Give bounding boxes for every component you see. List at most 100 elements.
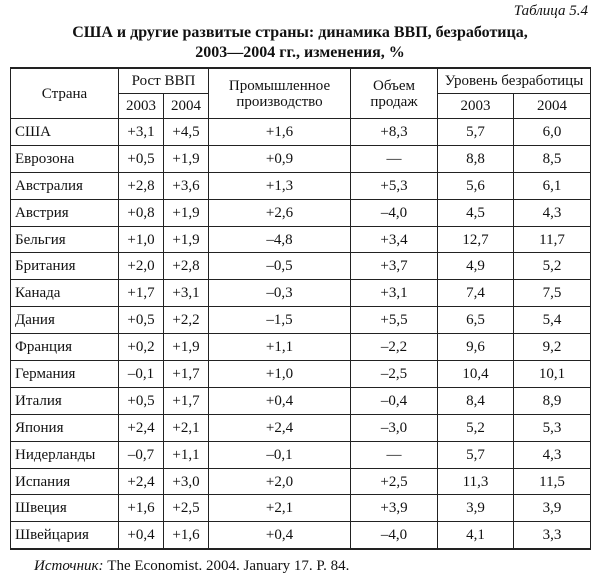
header-cell: Страна (10, 67, 119, 119)
table-row: Италия +0,5 +1,7 +0,4 –0,4 8,4 8,9 (10, 386, 591, 415)
value-cell: –2,2 (350, 333, 438, 362)
table-row: Бельгия +1,0 +1,9 –4,8 +3,4 12,7 11,7 (10, 225, 591, 254)
value-cell: +1,7 (163, 386, 209, 415)
value-cell: +3,9 (350, 494, 438, 523)
year-header: 2004 (513, 93, 591, 119)
value-cell: 5,6 (437, 171, 514, 200)
value-cell: 8,5 (513, 144, 591, 173)
value-cell: +4,5 (163, 118, 209, 146)
value-cell: –4,0 (350, 198, 438, 227)
value-cell: 5,3 (513, 413, 591, 442)
value-cell: 3,9 (437, 494, 514, 523)
value-cell: –3,0 (350, 413, 438, 442)
table-row: Дания +0,5 +2,2 –1,5 +5,5 6,5 5,4 (10, 306, 591, 335)
value-cell: 4,5 (437, 198, 514, 227)
country-cell: Нидерланды (10, 440, 119, 469)
value-cell: +1,9 (163, 225, 209, 254)
value-cell: +2,5 (350, 467, 438, 496)
value-cell: +0,5 (118, 306, 164, 335)
value-cell: +1,3 (208, 171, 351, 200)
table-row: Франция +0,2 +1,9 +1,1 –2,2 9,6 9,2 (10, 333, 591, 362)
value-cell: +1,7 (118, 279, 164, 308)
value-cell: 5,4 (513, 306, 591, 335)
value-cell: 11,7 (513, 225, 591, 254)
value-cell: +1,1 (163, 440, 209, 469)
country-cell: Германия (10, 360, 119, 388)
value-cell: +2,4 (208, 413, 351, 442)
value-cell: +2,8 (163, 252, 209, 281)
country-cell: Австралия (10, 171, 119, 200)
value-cell: +1,6 (118, 494, 164, 523)
country-cell: Британия (10, 252, 119, 281)
value-cell: 8,4 (437, 386, 514, 415)
country-cell: Дания (10, 306, 119, 335)
value-cell: 8,8 (437, 144, 514, 173)
value-cell: +2,8 (118, 171, 164, 200)
value-cell: +1,6 (208, 118, 351, 146)
value-cell: –0,5 (208, 252, 351, 281)
value-cell: 11,5 (513, 467, 591, 496)
value-cell: 4,3 (513, 198, 591, 227)
table: Страна Рост ВВП Промышленное производств… (10, 67, 591, 551)
country-cell: Франция (10, 333, 119, 362)
value-cell: –0,7 (118, 440, 164, 469)
country-cell: Швейцария (10, 521, 119, 550)
value-cell: 6,1 (513, 171, 591, 200)
value-cell: 5,7 (437, 440, 514, 469)
value-cell: +1,1 (208, 333, 351, 362)
header-cell: Рост ВВП (118, 67, 209, 94)
value-cell: — (350, 440, 438, 469)
value-cell: –1,5 (208, 306, 351, 335)
value-cell: +0,4 (208, 521, 351, 550)
value-cell: –2,5 (350, 360, 438, 388)
value-cell: 4,3 (513, 440, 591, 469)
value-cell: +2,6 (208, 198, 351, 227)
table-row: Испания +2,4 +3,0 +2,0 +2,5 11,3 11,5 (10, 467, 591, 496)
country-cell: Канада (10, 279, 119, 308)
value-cell: 4,1 (437, 521, 514, 550)
value-cell: +1,9 (163, 198, 209, 227)
value-cell: +8,3 (350, 118, 438, 146)
source-text: The Economist. 2004. January 17. P. 84. (107, 558, 350, 574)
value-cell: +0,5 (118, 386, 164, 415)
value-cell: –0,1 (118, 360, 164, 388)
value-cell: +3,1 (118, 118, 164, 146)
table-row: Германия –0,1 +1,7 +1,0 –2,5 10,4 10,1 (10, 360, 591, 388)
value-cell: +3,7 (350, 252, 438, 281)
value-cell: +2,2 (163, 306, 209, 335)
value-cell: 6,0 (513, 118, 591, 146)
title-line: США и другие развитые страны: динамика В… (72, 24, 528, 41)
value-cell: +1,9 (163, 333, 209, 362)
country-cell: Италия (10, 386, 119, 415)
table-row: Австралия +2,8 +3,6 +1,3 +5,3 5,6 6,1 (10, 171, 591, 200)
value-cell: +0,9 (208, 144, 351, 173)
value-cell: +2,5 (163, 494, 209, 523)
value-cell: +1,6 (163, 521, 209, 550)
value-cell: +0,8 (118, 198, 164, 227)
table-row: Нидерланды –0,7 +1,1 –0,1—5,7 4,3 (10, 440, 591, 469)
value-cell: –0,4 (350, 386, 438, 415)
table-row: Канада +1,7 +3,1 –0,3 +3,1 7,4 7,5 (10, 279, 591, 308)
table-row: Еврозона +0,5 +1,9 +0,9—8,8 8,5 (10, 144, 591, 173)
value-cell: 3,3 (513, 521, 591, 550)
value-cell: +2,4 (118, 413, 164, 442)
value-cell: 9,6 (437, 333, 514, 362)
value-cell: 8,9 (513, 386, 591, 415)
value-cell: +2,4 (118, 467, 164, 496)
year-header: 2003 (437, 93, 514, 119)
value-cell: +0,2 (118, 333, 164, 362)
value-cell: 7,4 (437, 279, 514, 308)
table-body: США +3,1 +4,5 +1,6 +8,3 5,7 6,0 Еврозона +0,5 +1,… (10, 118, 591, 550)
country-cell: Бельгия (10, 225, 119, 254)
value-cell: 7,5 (513, 279, 591, 308)
value-cell: +1,0 (208, 360, 351, 388)
value-cell: 5,2 (513, 252, 591, 281)
value-cell: –0,1 (208, 440, 351, 469)
country-cell: Еврозона (10, 144, 119, 173)
country-cell: Япония (10, 413, 119, 442)
value-cell: +1,9 (163, 144, 209, 173)
country-cell: Австрия (10, 198, 119, 227)
value-cell: +3,1 (350, 279, 438, 308)
value-cell: 5,2 (437, 413, 514, 442)
